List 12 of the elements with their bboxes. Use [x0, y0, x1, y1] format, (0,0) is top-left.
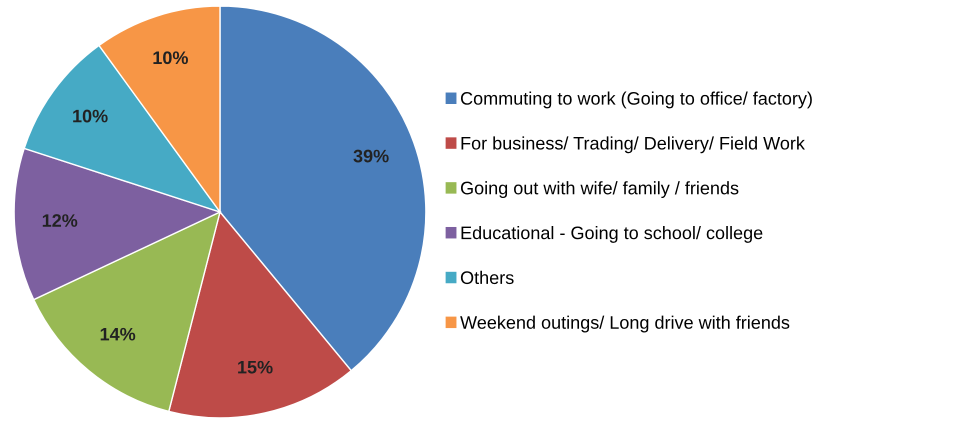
legend-label: Weekend outings/ Long drive with friends [460, 316, 790, 332]
legend-label: Commuting to work (Going to office/ factory) [460, 92, 812, 108]
legend-label: Going out with wife/ family / friends [460, 181, 738, 198]
data-label: 12% [42, 214, 78, 227]
data-label: 10% [73, 110, 108, 122]
data-label: 10% [153, 51, 188, 64]
legend-label: Educational - Going to school/ college [462, 226, 762, 243]
data-label: 14% [100, 328, 136, 341]
legend-label: For business/ Trading/ Delivery/ Field Work [462, 136, 805, 154]
data-label: 15% [238, 360, 273, 374]
data-label: 39% [353, 150, 389, 162]
legend-label: Others [460, 270, 514, 284]
